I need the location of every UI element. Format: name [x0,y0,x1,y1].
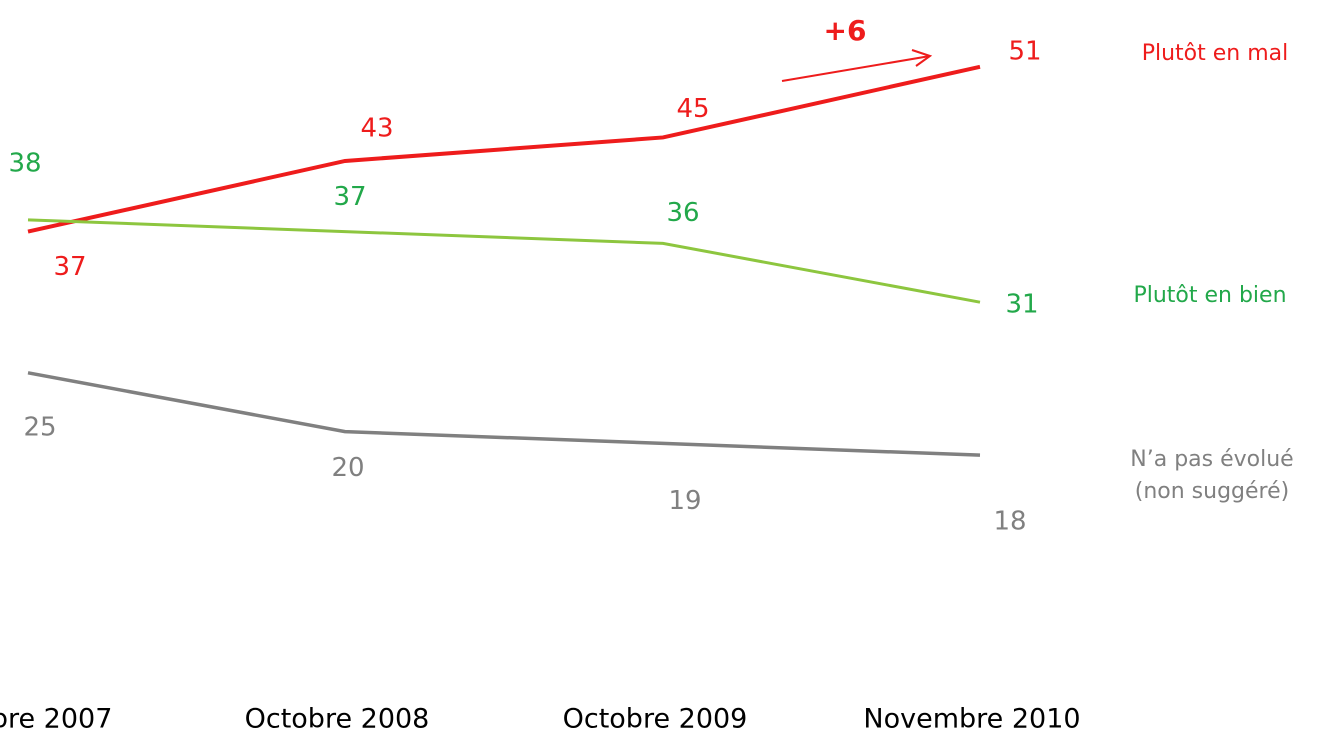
x-tick-label: Octobre 2007 [0,704,112,734]
x-tick-label: Octobre 2009 [563,704,748,734]
data-label: 45 [676,94,709,124]
data-label: 25 [23,412,56,442]
line [27,64,981,234]
line [27,371,981,457]
data-label: 36 [666,198,699,228]
annotation: +6 [824,14,867,47]
data-label: 43 [360,113,393,143]
data-label: 38 [8,148,41,178]
data-label: 19 [668,486,701,516]
data-label: 51 [1008,36,1041,66]
line [27,218,981,304]
x-tick-label: Novembre 2010 [863,704,1080,734]
data-label: 37 [333,182,366,212]
x-tick-label: Octobre 2008 [245,704,430,734]
data-label: 20 [331,453,364,483]
legend-entry: Plutôt en mal [1141,41,1289,66]
legend-entry: N’a pas évolué (non suggéré) [1130,447,1294,504]
data-label: 18 [993,507,1026,537]
annotation-arrow [781,55,931,82]
data-label: 31 [1005,290,1038,320]
legend-entry: Plutôt en bien [1133,283,1287,308]
data-label: 37 [53,252,86,282]
annotation-arrowhead [911,49,933,67]
